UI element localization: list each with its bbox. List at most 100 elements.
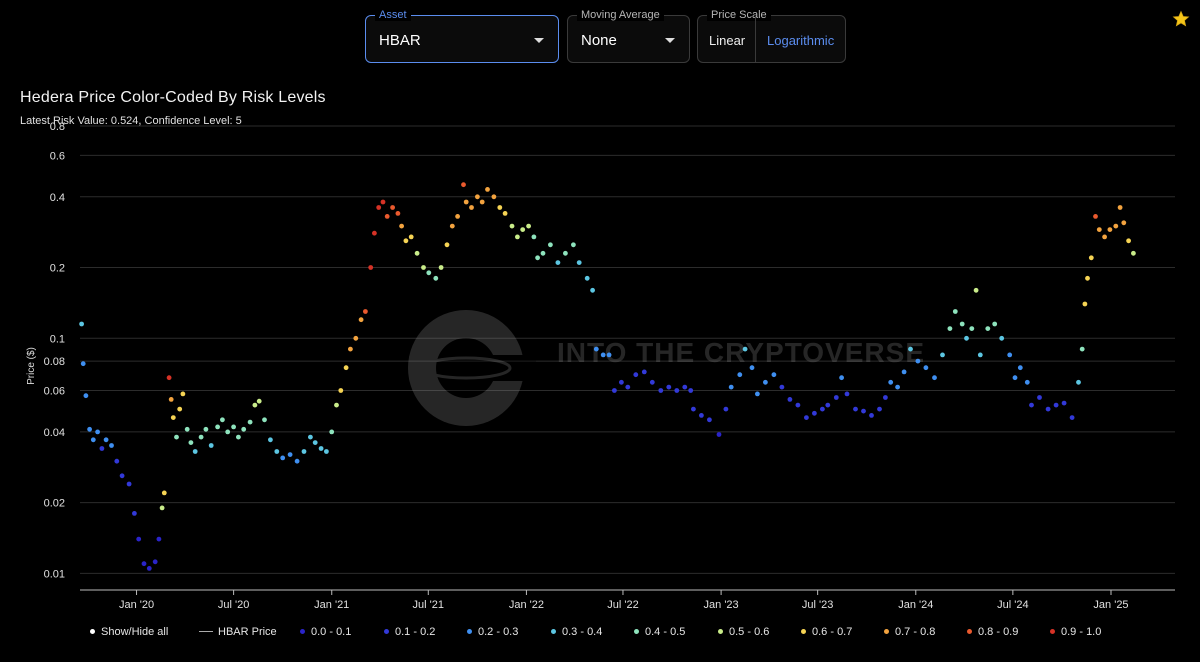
data-point: [682, 384, 688, 390]
watermark-logo: [408, 310, 524, 426]
data-point: [180, 391, 186, 397]
legend-label: 0.4 - 0.5: [645, 626, 686, 638]
data-point: [161, 490, 167, 496]
legend-label: 0.6 - 0.7: [812, 626, 853, 638]
data-point: [742, 346, 748, 352]
data-point: [923, 365, 929, 371]
legend-label: 0.3 - 0.4: [562, 626, 603, 638]
data-point: [1117, 205, 1123, 210]
data-point: [699, 413, 704, 418]
data-point: [600, 352, 606, 358]
y-tick-label: 0.08: [44, 356, 65, 368]
legend-band-7[interactable]: 0.7 - 0.8: [884, 626, 935, 638]
legend-band-3[interactable]: 0.3 - 0.4: [551, 626, 602, 638]
data-point: [520, 227, 526, 233]
data-point: [479, 199, 485, 205]
legend-band-9[interactable]: 0.9 - 1.0: [1050, 626, 1101, 638]
data-point: [999, 335, 1005, 341]
data-point: [433, 275, 439, 281]
x-tick-label: Jul '20: [218, 599, 249, 611]
data-point: [940, 352, 945, 358]
data-point: [612, 388, 617, 393]
data-point: [426, 270, 432, 276]
legend-band-2[interactable]: 0.2 - 0.3: [467, 626, 518, 638]
data-point: [716, 432, 722, 437]
data-point: [384, 214, 390, 219]
moving-average-select[interactable]: Moving Average None: [567, 9, 690, 63]
price-scale-linear-button[interactable]: Linear: [709, 33, 746, 48]
y-tick-label: 0.8: [50, 121, 65, 133]
data-point: [853, 406, 858, 412]
x-tick-label: Jul '22: [607, 599, 638, 611]
data-point: [334, 402, 339, 408]
data-point: [1017, 365, 1023, 371]
data-point: [1076, 379, 1081, 385]
data-point: [820, 406, 825, 412]
legend-dot: [801, 628, 806, 634]
legend-band-0[interactable]: 0.0 - 0.1: [300, 626, 351, 638]
data-point: [301, 449, 307, 454]
data-point: [268, 437, 273, 443]
data-point: [895, 384, 900, 390]
star-icon[interactable]: [1172, 10, 1190, 28]
legend-band-1[interactable]: 0.1 - 0.2: [384, 626, 435, 638]
price-scale-logarithmic-button[interactable]: Logarithmic: [767, 33, 835, 48]
chevron-down-icon: [534, 38, 544, 43]
data-point: [166, 375, 172, 381]
legend-band-4[interactable]: 0.4 - 0.5: [634, 626, 685, 638]
y-tick-label: 0.06: [44, 385, 65, 397]
data-point: [395, 211, 401, 216]
legend-hbar-price[interactable]: HBAR Price: [199, 626, 277, 638]
legend-band-8[interactable]: 0.8 - 0.9: [967, 626, 1018, 638]
data-point: [883, 395, 888, 400]
x-tick-label: Jan '20: [119, 599, 154, 611]
data-point: [649, 379, 655, 385]
legend-show-hide-all[interactable]: Show/Hide all: [90, 626, 168, 638]
watermark-logo-ring: [420, 356, 512, 380]
legend-dot: [300, 628, 305, 634]
data-point: [1131, 250, 1136, 256]
data-point: [90, 437, 96, 443]
data-point: [348, 346, 353, 352]
legend-band-5[interactable]: 0.5 - 0.6: [718, 626, 769, 638]
data-point: [177, 406, 183, 412]
y-tick-label: 0.04: [44, 427, 65, 439]
data-point: [491, 194, 497, 200]
legend-label: 0.9 - 1.0: [1061, 626, 1102, 638]
data-point: [192, 449, 198, 454]
data-point: [469, 205, 474, 210]
legend-dot: [90, 628, 95, 634]
legend-dot: [551, 628, 556, 634]
legend-band-6[interactable]: 0.6 - 0.7: [801, 626, 852, 638]
data-point: [1029, 402, 1034, 408]
data-point: [1096, 227, 1102, 233]
legend-label: 0.8 - 0.9: [978, 626, 1019, 638]
chart-title: Hedera Price Color-Coded By Risk Levels: [20, 89, 326, 106]
data-point: [633, 372, 639, 378]
data-point: [691, 406, 696, 412]
data-point: [593, 346, 599, 352]
data-point: [220, 417, 225, 423]
data-point: [475, 194, 480, 200]
x-axis: Jan '20 Jul '20 Jan '21 Jul '21 Jan '22 Jul '…: [80, 589, 1175, 611]
data-point: [312, 440, 318, 445]
data-point: [992, 321, 998, 327]
data-point: [771, 372, 777, 378]
data-point: [973, 287, 979, 293]
grid-lines: [80, 125, 1175, 574]
x-tick-label: Jan '23: [704, 599, 739, 611]
x-tick-label: Jul '24: [997, 599, 1028, 611]
price-scale-divider: [755, 16, 756, 62]
data-point: [985, 326, 991, 331]
data-point: [403, 238, 409, 244]
asset-select[interactable]: Asset HBAR: [365, 9, 559, 63]
data-point: [252, 402, 258, 408]
data-point: [795, 402, 801, 408]
data-point: [1126, 238, 1131, 244]
data-point: [787, 397, 793, 402]
data-point: [1107, 227, 1113, 233]
data-point: [294, 458, 300, 464]
data-point: [329, 429, 335, 435]
data-point: [755, 391, 760, 397]
data-point: [83, 393, 89, 399]
